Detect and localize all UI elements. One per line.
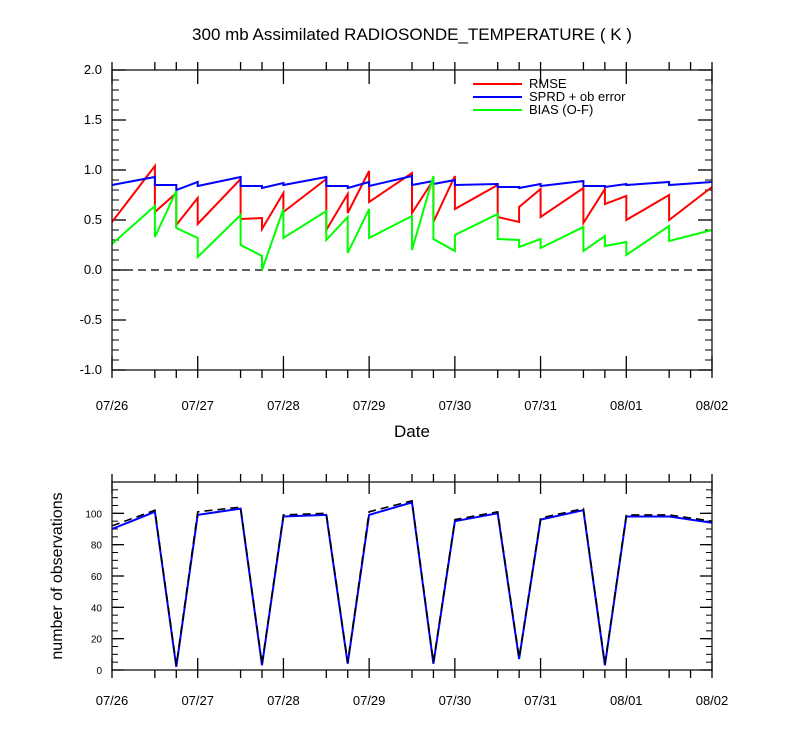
x-tick-label: 07/30 xyxy=(439,398,472,413)
y-tick-label: 0.5 xyxy=(84,212,102,227)
bottom-series-0 xyxy=(111,501,713,668)
y-tick-label: 1.0 xyxy=(84,162,102,177)
y-axis-title: number of observations xyxy=(49,492,66,659)
y-tick-label: 100 xyxy=(85,509,102,520)
bottom-chart-tick-labels: 07/26 07/27 07/28 07/29 07/30 07/31 08/01 08/02… xyxy=(85,509,728,708)
y-tick-label: 0 xyxy=(96,666,102,677)
y-tick-label: -1.0 xyxy=(80,362,102,377)
x-axis-title: Date xyxy=(394,422,430,441)
x-tick-label: 07/30 xyxy=(439,693,472,708)
x-tick-label: 07/31 xyxy=(524,693,557,708)
top-chart: 07/26 07/27 07/28 07/29 07/30 07/31 08/01 08/02… xyxy=(80,62,729,441)
x-tick-label: 08/01 xyxy=(610,693,643,708)
x-tick-label: 07/26 xyxy=(96,693,129,708)
top-chart-tick-labels: 07/26 07/27 07/28 07/29 07/30 07/31 08/01 08/02… xyxy=(80,62,729,413)
y-tick-label: 20 xyxy=(91,635,103,646)
y-tick-label: 2.0 xyxy=(84,62,102,77)
x-tick-label: 07/29 xyxy=(353,398,386,413)
top-chart-series xyxy=(111,163,713,271)
bottom-chart: 07/26 07/27 07/28 07/29 07/30 07/31 08/01 08/02… xyxy=(49,474,728,708)
x-tick-label: 07/28 xyxy=(267,398,300,413)
top-chart-frame xyxy=(111,69,713,371)
x-tick-label: 07/26 xyxy=(96,398,129,413)
legend-label: SPRD + ob error xyxy=(529,89,626,104)
y-tick-label: 1.5 xyxy=(84,112,102,127)
chart-title: 300 mb Assimilated RADIOSONDE_TEMPERATUR… xyxy=(192,25,632,44)
legend-label: RMSE xyxy=(529,76,567,91)
x-tick-label: 07/27 xyxy=(181,693,214,708)
top-series-0 xyxy=(111,163,713,234)
top-series-1 xyxy=(111,174,713,192)
bottom-chart-series xyxy=(111,499,713,668)
x-tick-label: 07/31 xyxy=(524,398,557,413)
x-tick-label: 08/02 xyxy=(696,398,729,413)
x-tick-label: 07/27 xyxy=(181,398,214,413)
bottom-chart-frame xyxy=(111,481,713,671)
x-tick-label: 08/02 xyxy=(696,693,729,708)
x-tick-label: 08/01 xyxy=(610,398,643,413)
y-tick-label: 60 xyxy=(91,572,103,583)
y-tick-label: 80 xyxy=(91,541,103,552)
y-tick-label: 0.0 xyxy=(84,262,102,277)
y-tick-label: 40 xyxy=(91,603,103,614)
legend-label: BIAS (O-F) xyxy=(529,102,593,117)
y-tick-label: -0.5 xyxy=(80,312,102,327)
top-series-2 xyxy=(111,175,713,271)
x-tick-label: 07/29 xyxy=(353,693,386,708)
x-tick-label: 07/28 xyxy=(267,693,300,708)
bottom-series-1 xyxy=(111,499,713,666)
